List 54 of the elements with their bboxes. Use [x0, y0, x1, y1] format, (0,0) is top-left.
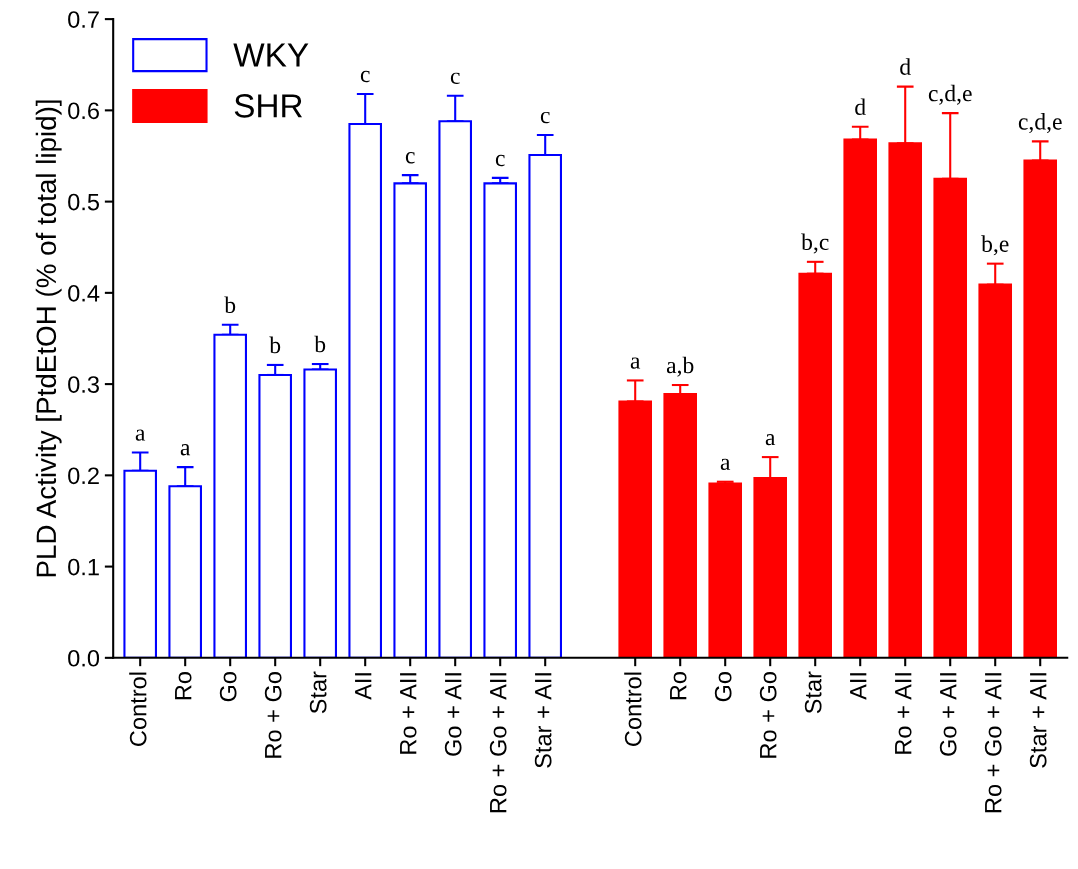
x-tick-label: Go — [219, 672, 237, 702]
x-tick-label: Ro + AII — [895, 673, 912, 754]
x-tick-label: Ro — [670, 672, 687, 700]
data-label: c,d,e — [928, 84, 972, 105]
data-label: b,c — [801, 233, 829, 254]
x-tick-label: Go + AII — [444, 673, 462, 756]
data-label: a — [765, 434, 776, 446]
data-label: c,d,e — [1018, 113, 1062, 134]
data-label: c — [405, 152, 415, 164]
data-label: d — [900, 58, 911, 75]
data-label: c — [495, 154, 505, 167]
x-tick-label: Ro + Go — [264, 672, 282, 758]
data-label: b — [224, 296, 236, 314]
x-tick-label: Control — [129, 672, 147, 746]
x-tick-label: Control — [624, 672, 642, 746]
x-tick-label: Ro + AII — [400, 673, 417, 754]
legend-label: WKY — [233, 43, 309, 67]
data-label: a — [630, 357, 641, 369]
x-tick-label: Ro — [175, 672, 192, 700]
data-label: c — [540, 111, 550, 124]
y-tick-label: 0.1 — [68, 558, 99, 576]
bar — [483, 182, 517, 658]
data-label: a — [720, 458, 731, 470]
x-tick-label: Star + AII — [534, 673, 552, 768]
x-tick-label: Go — [714, 672, 732, 702]
y-tick-label: 0.3 — [68, 376, 99, 393]
data-label: c — [450, 72, 460, 85]
y-tick-label: 0.6 — [68, 102, 99, 120]
y-tick-label: 0.2 — [68, 467, 99, 485]
x-tick-label: Star + AII — [1029, 673, 1047, 768]
x-tick-label: Ro + Go + AII — [984, 673, 1002, 813]
x-tick-label: Ro + Go + AII — [489, 673, 507, 813]
x-tick-label: Ro + Go — [759, 672, 777, 758]
y-tick-label: 0.5 — [68, 193, 100, 211]
data-label: a — [180, 444, 191, 456]
y-tick-label: 0.7 — [68, 11, 99, 28]
y-tick-label: 0.4 — [68, 284, 100, 302]
legend-label: SHR — [234, 94, 303, 118]
y-tick-label: 0.0 — [68, 649, 100, 667]
data-label: b — [269, 336, 281, 354]
x-tick-label: AII — [355, 673, 372, 700]
data-label: a — [135, 429, 146, 441]
data-label: c — [360, 70, 370, 83]
data-label: b — [314, 335, 326, 353]
x-tick-label: Star — [804, 671, 822, 714]
data-label: a,b — [666, 356, 694, 377]
bar — [303, 368, 337, 658]
y-axis-title: PLD Activity [PtdEtOH (% of total lipid)] — [35, 100, 62, 577]
data-label: d — [855, 98, 866, 116]
data-label: b,e — [981, 235, 1009, 256]
bar — [708, 482, 742, 658]
x-tick-label: AII — [850, 673, 867, 700]
x-tick-label: Star — [309, 671, 327, 714]
x-tick-label: Go + AII — [939, 673, 957, 756]
